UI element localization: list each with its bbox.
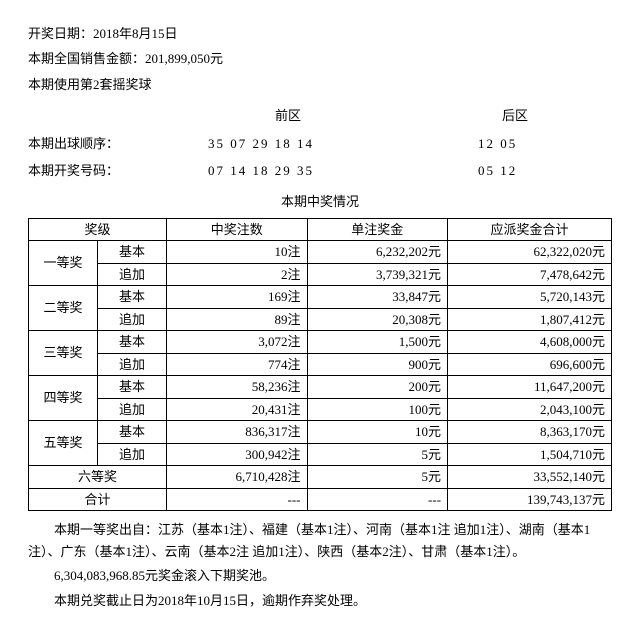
table-row: 追加 2注 3,739,321元 7,478,642元 xyxy=(29,263,612,286)
table-row: 追加 20,431注 100元 2,043,100元 xyxy=(29,398,612,421)
prize-sub: 基本 xyxy=(98,421,167,444)
prize-name: 六等奖 xyxy=(29,466,167,489)
col-total-amount: 应派奖金合计 xyxy=(448,218,612,241)
prize-count: 836,317注 xyxy=(167,421,308,444)
prize-unit: 5元 xyxy=(307,466,448,489)
table-row: 四等奖 基本 58,236注 200元 11,647,200元 xyxy=(29,376,612,399)
prize-count: 10注 xyxy=(167,241,308,264)
prize-name: 三等奖 xyxy=(29,331,98,376)
prize-sub: 基本 xyxy=(98,286,167,309)
prize-total: 1,504,710元 xyxy=(448,443,612,466)
prize-total: 7,478,642元 xyxy=(448,263,612,286)
prize-count: 20,431注 xyxy=(167,398,308,421)
prize-count: 169注 xyxy=(167,286,308,309)
prize-unit: 20,308元 xyxy=(307,308,448,331)
prize-name: 一等奖 xyxy=(29,241,98,286)
prize-count: 300,942注 xyxy=(167,443,308,466)
prize-total: 4,608,000元 xyxy=(448,331,612,354)
draw-order-row: 本期出球顺序： 35 07 29 18 14 12 05 xyxy=(28,132,612,155)
prize-sub: 追加 xyxy=(98,263,167,286)
prize-sub: 追加 xyxy=(98,308,167,331)
prize-unit: 900元 xyxy=(307,353,448,376)
sales-value: 201,899,050元 xyxy=(145,51,223,66)
prize-section-title: 本期中奖情况 xyxy=(28,190,612,213)
col-win-count: 中奖注数 xyxy=(167,218,308,241)
prize-total: 33,552,140元 xyxy=(448,466,612,489)
prize-total: 1,807,412元 xyxy=(448,308,612,331)
total-amount: 139,743,137元 xyxy=(448,488,612,511)
prize-unit: 1,500元 xyxy=(307,331,448,354)
zone-header-row: 前区 后区 xyxy=(28,104,612,127)
table-row: 追加 89注 20,308元 1,807,412元 xyxy=(29,308,612,331)
prize-table: 奖级 中奖注数 单注奖金 应派奖金合计 一等奖 基本 10注 6,232,202… xyxy=(28,218,612,512)
table-row: 追加 300,942注 5元 1,504,710元 xyxy=(29,443,612,466)
result-row: 本期开奖号码： 07 14 18 29 35 05 12 xyxy=(28,159,612,182)
prize-unit: 5元 xyxy=(307,443,448,466)
prize-sub: 基本 xyxy=(98,241,167,264)
table-row-sixth: 六等奖 6,710,428注 5元 33,552,140元 xyxy=(29,466,612,489)
prize-count: 774注 xyxy=(167,353,308,376)
date-label: 开奖日期： xyxy=(28,26,93,41)
col-prize-level: 奖级 xyxy=(29,218,167,241)
prize-unit: 100元 xyxy=(307,398,448,421)
col-unit-amount: 单注奖金 xyxy=(307,218,448,241)
prize-sub: 基本 xyxy=(98,331,167,354)
prize-sub: 追加 xyxy=(98,398,167,421)
total-unit: --- xyxy=(307,488,448,511)
prize-count: 2注 xyxy=(167,263,308,286)
total-label: 合计 xyxy=(29,488,167,511)
draw-order-back: 12 05 xyxy=(418,132,612,155)
prize-total: 8,363,170元 xyxy=(448,421,612,444)
prize-unit: 10元 xyxy=(307,421,448,444)
date-value: 2018年8月15日 xyxy=(93,26,178,41)
front-zone-label: 前区 xyxy=(158,104,418,127)
draw-date: 开奖日期：2018年8月15日 xyxy=(28,22,612,45)
prize-sub: 追加 xyxy=(98,443,167,466)
draw-order-front: 35 07 29 18 14 xyxy=(158,132,418,155)
prize-name: 四等奖 xyxy=(29,376,98,421)
prize-unit: 6,232,202元 xyxy=(307,241,448,264)
prize-count: 89注 xyxy=(167,308,308,331)
footer-deadline: 本期兑奖截止日为2018年10月15日，逾期作弃奖处理。 xyxy=(28,590,612,612)
prize-total: 11,647,200元 xyxy=(448,376,612,399)
table-header-row: 奖级 中奖注数 单注奖金 应派奖金合计 xyxy=(29,218,612,241)
table-row: 二等奖 基本 169注 33,847元 5,720,143元 xyxy=(29,286,612,309)
total-count: --- xyxy=(167,488,308,511)
draw-order-label: 本期出球顺序： xyxy=(28,132,158,155)
result-label: 本期开奖号码： xyxy=(28,159,158,182)
prize-unit: 33,847元 xyxy=(307,286,448,309)
prize-total: 2,043,100元 xyxy=(448,398,612,421)
result-back: 05 12 xyxy=(418,159,612,182)
table-row: 一等奖 基本 10注 6,232,202元 62,322,020元 xyxy=(29,241,612,264)
table-row-total: 合计 --- --- 139,743,137元 xyxy=(29,488,612,511)
back-zone-label: 后区 xyxy=(418,104,612,127)
prize-name: 二等奖 xyxy=(29,286,98,331)
prize-count: 3,072注 xyxy=(167,331,308,354)
prize-unit: 200元 xyxy=(307,376,448,399)
prize-name: 五等奖 xyxy=(29,421,98,466)
national-sales: 本期全国销售金额：201,899,050元 xyxy=(28,47,612,70)
prize-total: 62,322,020元 xyxy=(448,241,612,264)
table-row: 追加 774注 900元 696,600元 xyxy=(29,353,612,376)
sales-label: 本期全国销售金额： xyxy=(28,51,145,66)
prize-sub: 基本 xyxy=(98,376,167,399)
prize-sub: 追加 xyxy=(98,353,167,376)
footer-rollover: 6,304,083,968.85元奖金滚入下期奖池。 xyxy=(28,565,612,587)
ball-set: 本期使用第2套摇奖球 xyxy=(28,73,612,96)
table-row: 三等奖 基本 3,072注 1,500元 4,608,000元 xyxy=(29,331,612,354)
prize-count: 58,236注 xyxy=(167,376,308,399)
table-row: 五等奖 基本 836,317注 10元 8,363,170元 xyxy=(29,421,612,444)
footer-winners: 本期一等奖出自：江苏（基本1注）、福建（基本1注）、河南（基本1注 追加1注）、… xyxy=(28,519,612,563)
prize-total: 5,720,143元 xyxy=(448,286,612,309)
result-front: 07 14 18 29 35 xyxy=(158,159,418,182)
prize-count: 6,710,428注 xyxy=(167,466,308,489)
prize-unit: 3,739,321元 xyxy=(307,263,448,286)
prize-total: 696,600元 xyxy=(448,353,612,376)
